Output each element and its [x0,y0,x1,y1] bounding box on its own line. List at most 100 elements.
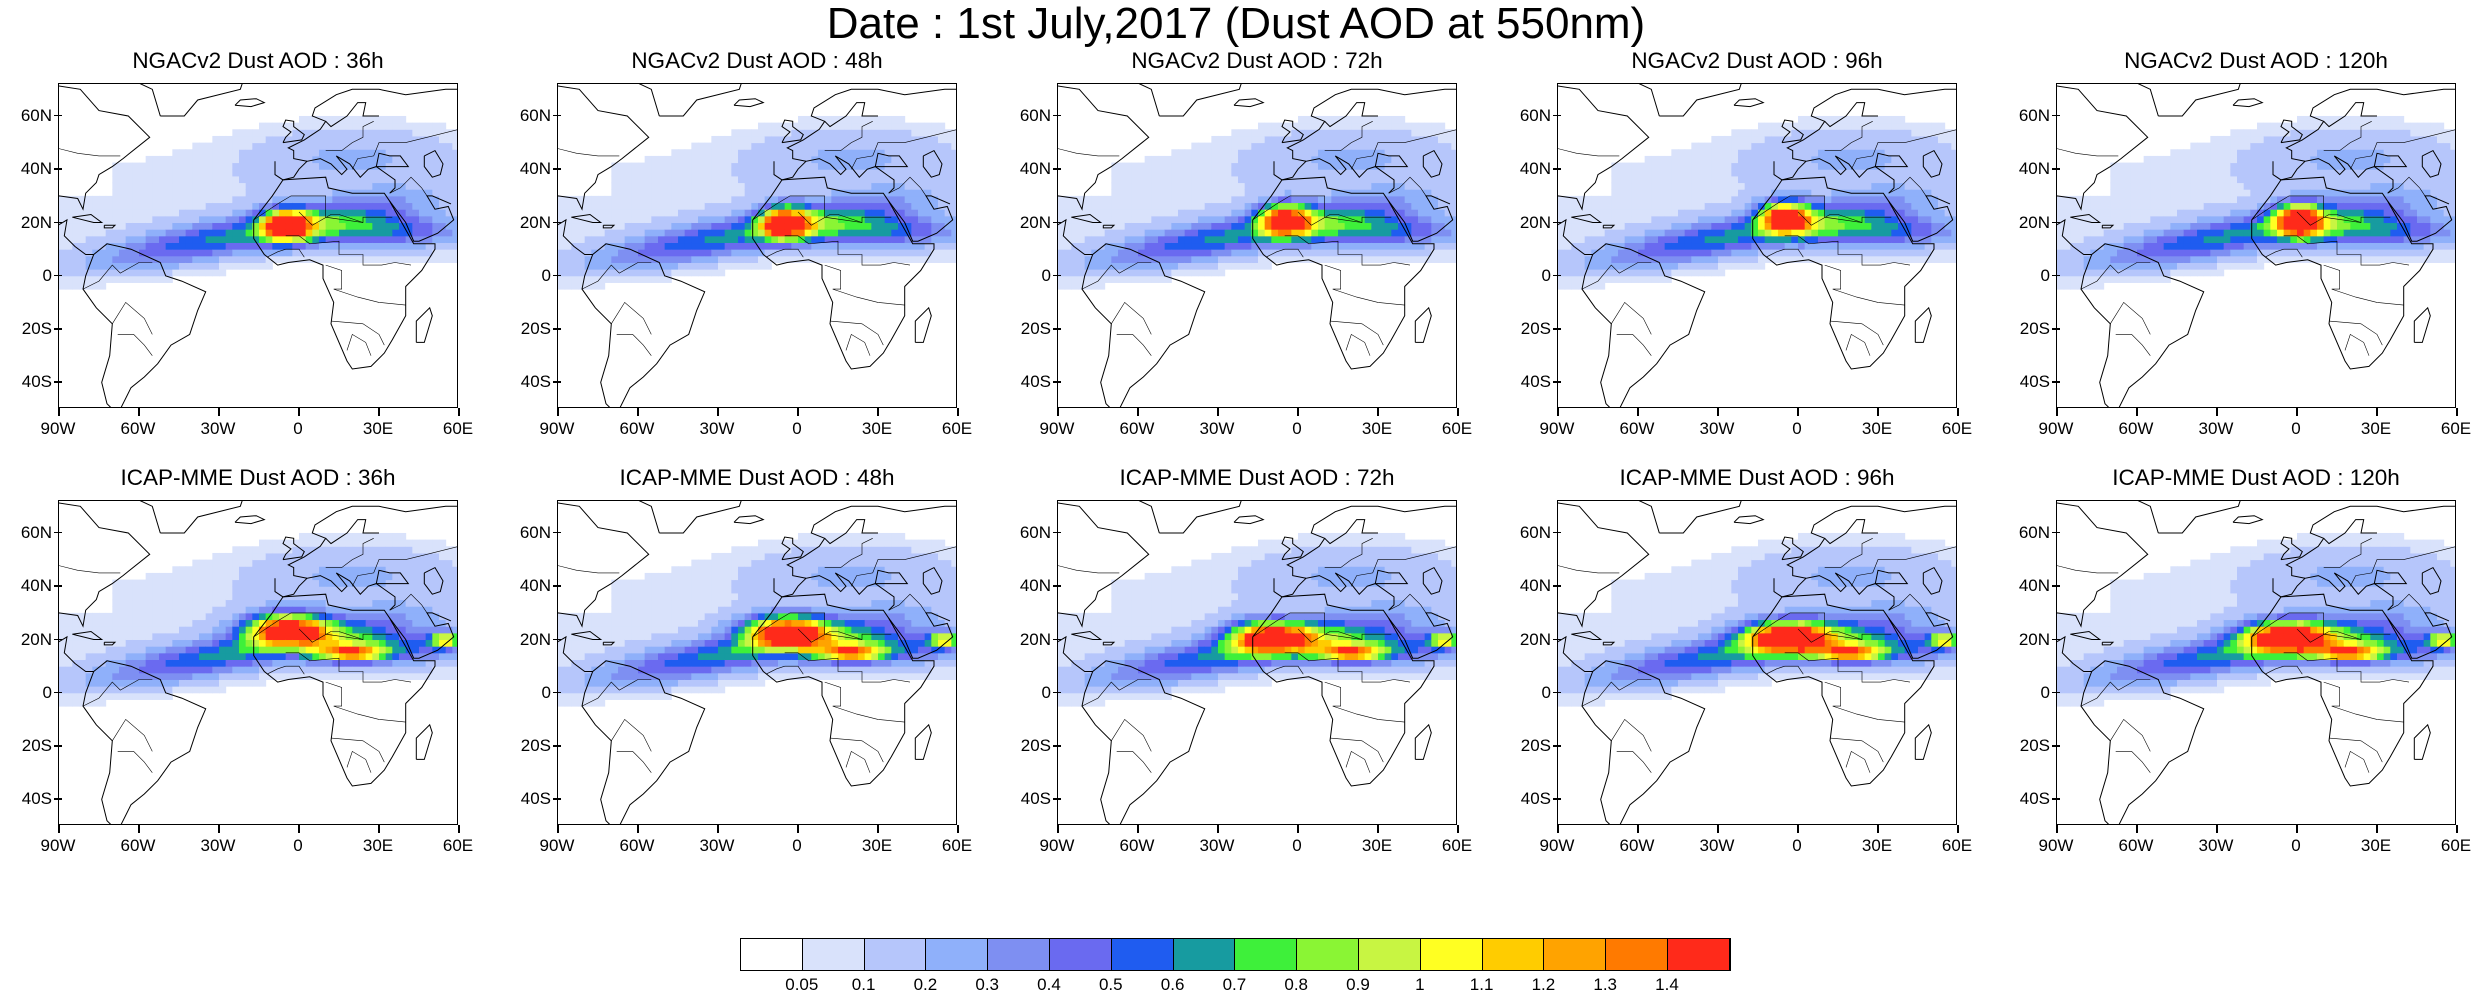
aod-cell [392,255,400,263]
aod-cell [1831,202,1839,210]
aod-cell [345,155,353,164]
aod-cell [305,229,313,237]
aod-cell [784,209,792,217]
aod-cell [664,155,672,164]
aod-cell [1804,222,1812,230]
aod-cell [319,189,327,197]
aod-cell [744,242,752,250]
aod-cell [1618,202,1626,210]
aod-cell [1451,189,1456,197]
aod-cell [738,129,746,137]
aod-cell [911,175,919,184]
aod-cell [791,149,799,157]
aod-cell [392,129,400,137]
aod-cell [445,235,453,244]
aod-cell [844,235,852,244]
aod-cell [185,235,193,244]
aod-cell [1838,115,1846,124]
aod-cell [611,275,619,283]
aod-cell [884,135,892,144]
aod-cell [1811,189,1819,197]
aod-cell [1218,209,1226,217]
aod-cell [1084,202,1092,210]
aod-cell [918,229,926,237]
aod-cell [1358,122,1366,130]
aod-cell [1918,169,1926,177]
aod-cell [1724,162,1732,170]
aod-cell [119,169,127,177]
aod-cell [1724,229,1732,237]
aod-cell [152,155,160,164]
aod-cell [1724,195,1732,204]
aod-cell [1304,229,1312,237]
aod-cell [1571,255,1579,263]
aod-cell [824,135,832,144]
aod-cell [671,149,679,157]
aod-cell [1238,129,1246,137]
aod-cell [1864,115,1872,124]
aod-cell [951,222,956,230]
aod-cell [232,162,240,170]
aod-cell [811,249,819,257]
aod-cell [452,175,457,184]
aod-cell [1944,175,1952,184]
aod-cell [698,215,706,224]
aod-cell [285,122,293,130]
aod-cell [844,249,852,257]
aod-cell [1398,149,1406,157]
aod-cell [1771,149,1779,157]
aod-cell [891,255,899,263]
aod-cell [1878,115,1886,124]
aod-cell [864,215,872,224]
aod-cell [352,149,360,157]
aod-cell [671,182,679,190]
aod-cell [399,215,407,224]
aod-cell [65,275,73,283]
aod-cell [305,182,313,190]
aod-cell [944,182,952,190]
aod-cell [684,169,692,177]
aod-cell [1931,209,1939,217]
aod-cell [1278,129,1286,137]
aod-cell [1704,195,1712,204]
aod-cell [1344,182,1352,190]
aod-cell [359,249,367,257]
aod-cell [392,169,400,177]
aod-cell [1851,195,1859,204]
aod-cell [731,229,739,237]
aod-cell [159,155,167,164]
aod-cell [299,215,307,224]
aod-cell [618,235,626,244]
aod-cell [205,262,213,270]
aod-cell [1191,262,1199,270]
aod-cell [938,209,946,217]
aod-cell [731,242,739,250]
aod-cell [1231,209,1239,217]
aod-cell [1658,275,1666,283]
aod-cell [664,255,672,263]
aod-cell [1291,142,1299,150]
aod-cell [1724,149,1732,157]
aod-cell [332,142,340,150]
aod-cell [891,202,899,210]
aod-cell [379,222,387,230]
aod-cell [1784,195,1792,204]
aod-cell [1371,155,1379,164]
aod-cell [744,169,752,177]
aod-cell [1898,209,1906,217]
aod-cell [132,222,140,230]
aod-cell [185,149,193,157]
aod-cell [452,189,457,197]
aod-cell [1144,249,1152,257]
aod-cell [1258,202,1266,210]
aod-cell [259,262,267,270]
aod-cell [1118,195,1126,204]
aod-cell [1184,249,1192,257]
aod-cell [385,249,393,257]
aod-cell [718,175,726,184]
aod-cell [731,129,739,137]
aod-cell [1111,209,1119,217]
aod-cell [1724,135,1732,144]
aod-cell [1951,209,1956,217]
aod-cell [1451,175,1456,184]
